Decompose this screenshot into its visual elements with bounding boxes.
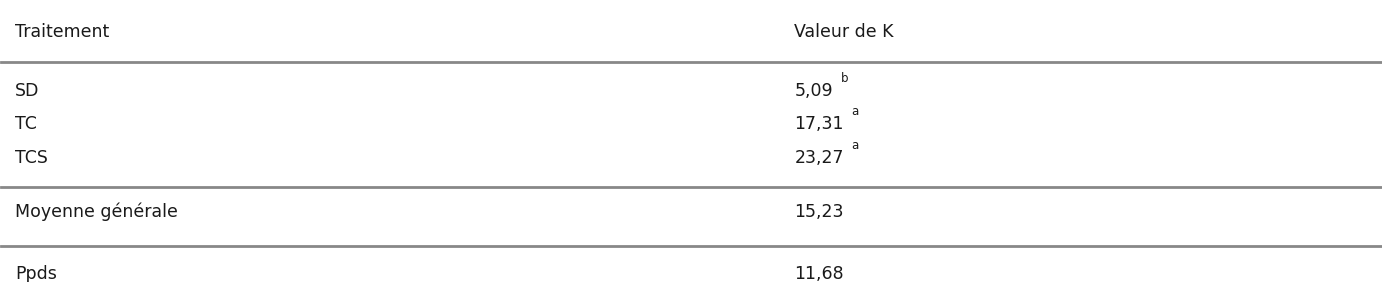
Text: b: b xyxy=(842,72,849,85)
Text: 15,23: 15,23 xyxy=(795,202,844,221)
Text: a: a xyxy=(851,105,860,118)
Text: Traitement: Traitement xyxy=(15,23,109,41)
Text: Ppds: Ppds xyxy=(15,265,57,282)
Text: Valeur de K: Valeur de K xyxy=(795,23,894,41)
Text: Moyenne générale: Moyenne générale xyxy=(15,202,178,221)
Text: TCS: TCS xyxy=(15,149,48,167)
Text: a: a xyxy=(851,139,860,152)
Text: 17,31: 17,31 xyxy=(795,115,844,133)
Text: 5,09: 5,09 xyxy=(795,82,833,100)
Text: TC: TC xyxy=(15,115,37,133)
Text: SD: SD xyxy=(15,82,40,100)
Text: 11,68: 11,68 xyxy=(795,265,844,282)
Text: 23,27: 23,27 xyxy=(795,149,844,167)
